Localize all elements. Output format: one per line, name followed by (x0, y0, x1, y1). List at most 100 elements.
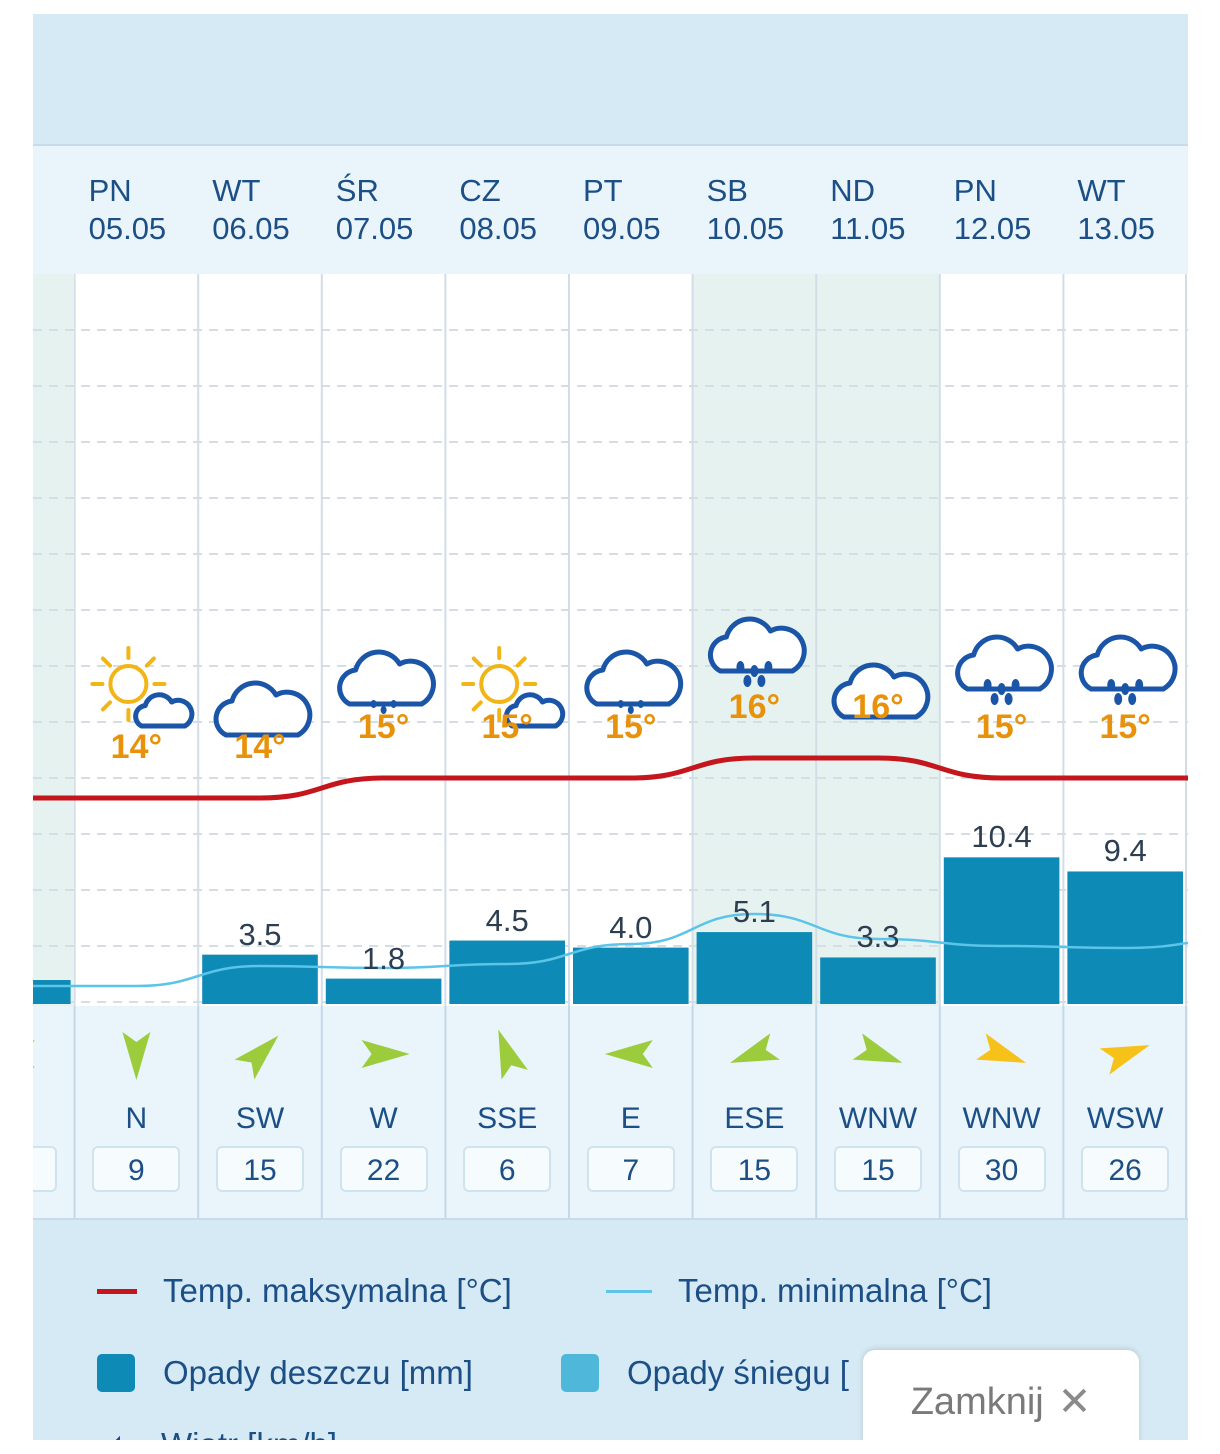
day-date: 10.05 (706, 211, 785, 246)
cloud-icon (213, 680, 313, 738)
wind-direction: SSE (477, 1102, 538, 1135)
wind-speed: 26 (1081, 1146, 1170, 1192)
day-of-week: CZ (459, 173, 501, 208)
cloud-rain-heavy-icon (955, 634, 1054, 705)
day-of-week: PN (953, 173, 997, 208)
precip-label: 3.3 (856, 919, 900, 955)
wind-arrow-icon (498, 1029, 528, 1080)
wind-speed: 15 (834, 1146, 922, 1192)
chart-svg (33, 274, 1188, 1006)
day-of-week: SB (706, 173, 748, 208)
temp-max-label: 15° (481, 708, 533, 746)
temp-max-line (33, 755, 1188, 801)
wind-speed: 7 (586, 1146, 675, 1192)
day-date: 09.05 (583, 211, 661, 246)
temp-max-label: 14° (234, 728, 286, 766)
day-date: 08.05 (459, 211, 537, 246)
weekend-shade (33, 274, 73, 1006)
rain-bar (696, 932, 813, 1004)
day-date: 12.05 (953, 211, 1032, 246)
wind-direction: WSW (1086, 1102, 1164, 1135)
rain-bar (943, 857, 1060, 1004)
day-header-row: 5PN05.05WT06.05ŚR07.05CZ08.05PT09.05SB10… (33, 146, 1188, 274)
day-header: WT 13.05 (1077, 172, 1155, 248)
forecast-panel: 5PN05.05WT06.05ŚR07.05CZ08.05PT09.05SB10… (33, 14, 1188, 1454)
day-date: 05.05 (88, 211, 167, 246)
wind-arrow-icon (604, 1040, 653, 1068)
legend-rain-swatch (97, 1354, 135, 1392)
temp-max-label: 16° (852, 688, 904, 726)
day-of-week: ŚR (335, 173, 379, 208)
precip-label: 4.0 (609, 909, 653, 945)
temp-max-label: 15° (1099, 708, 1151, 746)
sun-cloud-icon (90, 646, 195, 729)
wind-arrow-icon (234, 1035, 279, 1080)
wind-arrow-icon (976, 1033, 1027, 1063)
day-of-week: PT (583, 173, 623, 208)
day-header: ND 11.05 (830, 172, 905, 248)
legend-temp-min-swatch (606, 1289, 652, 1293)
wind-arrow-icon (361, 1040, 410, 1068)
day-of-week: WT (212, 173, 261, 208)
precip-label: 4.5 (485, 902, 529, 938)
wind-direction: SW (235, 1102, 285, 1135)
wind-row: E N 9 SW 15 W 22 SSE 6 E 7 ESE 15 WNW 15 WNW 30 WSW 26 (33, 1006, 1188, 1220)
forecast-chart: 3.5 1.8 4.5 4.0 5.1 3.3 10.4 9.4 14° 14° 15° 15° 15°… (33, 274, 1188, 1006)
wind-speed: 15 (710, 1146, 799, 1192)
legend-snow-swatch (561, 1354, 599, 1392)
chart-legend: Temp. maksymalna [°C] Temp. minimalna [°… (33, 1220, 1188, 1454)
legend-rain-label: Opady deszczu [mm] (163, 1354, 473, 1391)
wind-direction: W (369, 1102, 398, 1135)
day-date: 06.05 (212, 211, 290, 246)
temp-max-label: 15° (975, 708, 1028, 746)
legend-temp-max-swatch (97, 1288, 137, 1294)
rain-bar (573, 947, 689, 1004)
wind-speed: 6 (463, 1146, 552, 1192)
close-button[interactable]: Zamknij ✕ (863, 1350, 1139, 1454)
wind-arrow-icon (33, 1040, 35, 1068)
rain-bar (449, 940, 565, 1004)
legend-temp-min: Temp. minimalna [°C] (606, 1272, 992, 1310)
wind-svg (33, 1006, 1187, 1218)
wind-speed: 22 (339, 1146, 428, 1192)
precip-label: 5.1 (732, 894, 776, 930)
legend-temp-max-label: Temp. maksymalna [°C] (163, 1272, 512, 1309)
day-header: SB 10.05 (707, 172, 785, 248)
temp-max-label: 15° (605, 708, 657, 746)
legend-temp-max: Temp. maksymalna [°C] (97, 1272, 512, 1310)
day-header: CZ 08.05 (459, 172, 537, 248)
precip-label: 3.5 (238, 916, 282, 952)
wind-direction: ESE (724, 1102, 785, 1135)
day-of-week: WT (1077, 173, 1126, 208)
day-date: 13.05 (1077, 211, 1155, 246)
wind-speed: 15 (216, 1146, 304, 1192)
rain-bar (325, 978, 442, 1004)
wind-direction: WNW (838, 1102, 918, 1135)
weekend-shade (816, 274, 940, 1006)
wind-direction: E (620, 1102, 641, 1135)
bottom-edge (0, 1440, 1220, 1454)
legend-rain: Opady deszczu [mm] (97, 1354, 473, 1392)
rain-bar (1067, 871, 1183, 1004)
close-icon: ✕ (1057, 1380, 1092, 1424)
legend-temp-min-label: Temp. minimalna [°C] (678, 1272, 992, 1309)
day-date: 11.05 (830, 211, 906, 246)
day-header: PN 05.05 (89, 172, 167, 248)
legend-snow: Opady śniegu [ (561, 1354, 849, 1392)
cloud-rain-light-icon (584, 649, 684, 714)
temp-max-label: 14° (110, 728, 163, 766)
precip-label: 10.4 (971, 819, 1032, 855)
day-of-week: PN (88, 173, 132, 208)
temp-min-line (33, 912, 1188, 988)
top-band (33, 14, 1188, 146)
wind-direction: E (33, 1102, 75, 1136)
wind-arrow-icon (122, 1032, 151, 1080)
wind-direction: WNW (962, 1102, 1041, 1135)
cloud-icon (831, 662, 931, 720)
close-button-label: Zamknij (910, 1380, 1044, 1423)
precip-label: 9.4 (1103, 833, 1147, 869)
wind-direction: N (125, 1102, 148, 1135)
day-header: ŚR 07.05 (336, 172, 414, 248)
rain-bar (202, 954, 318, 1004)
sun-cloud-icon (461, 646, 566, 729)
